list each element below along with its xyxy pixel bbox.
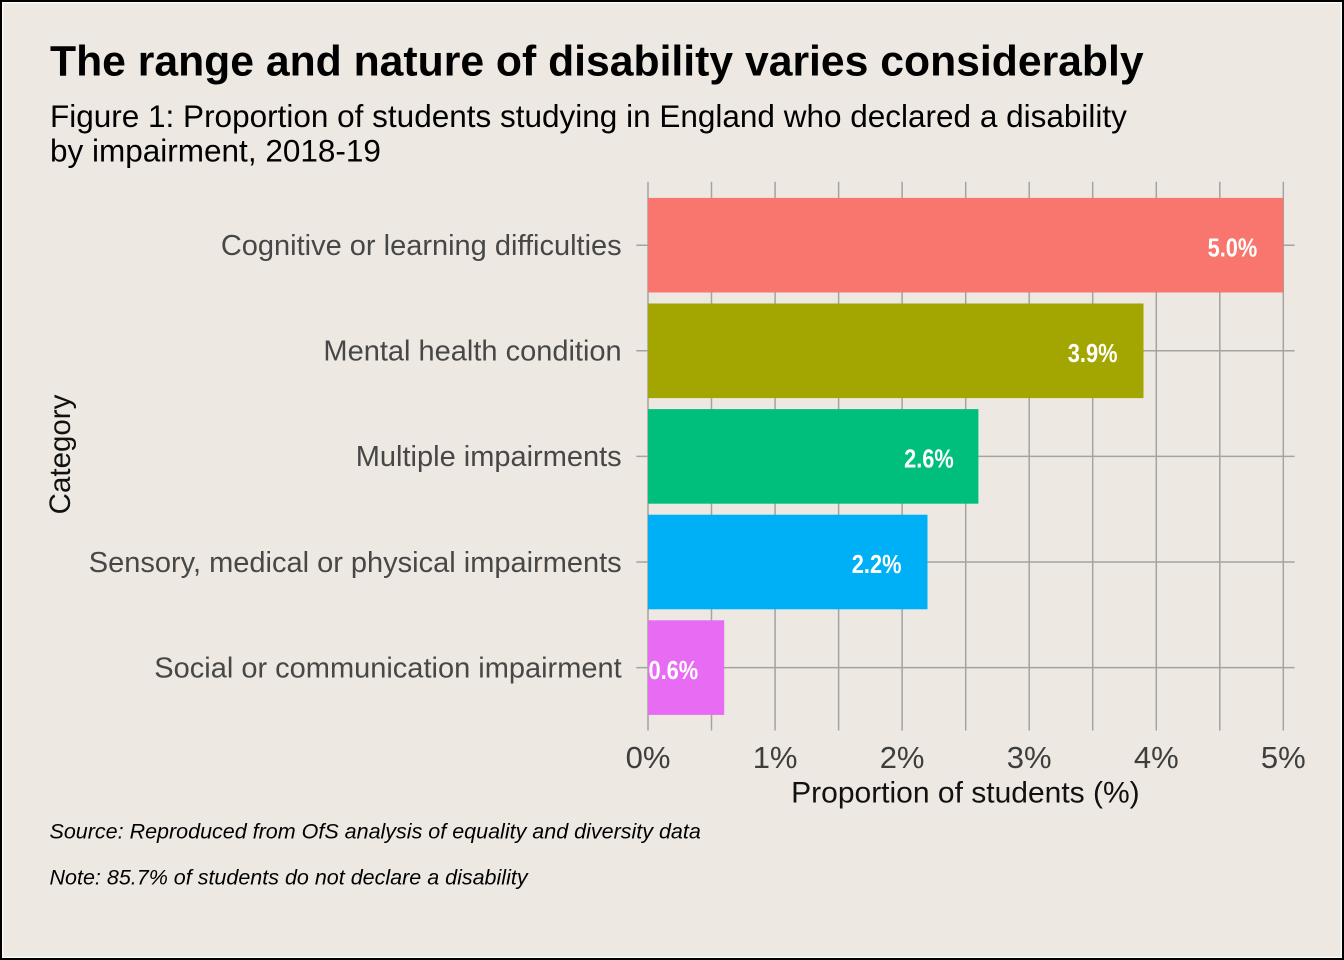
svg-text:5.0%: 5.0% — [1208, 234, 1258, 263]
svg-text:Social or communication impair: Social or communication impairment — [154, 652, 621, 684]
svg-text:Multiple impairments: Multiple impairments — [356, 441, 622, 473]
svg-text:Note: 85.7% of students do not: Note: 85.7% of students do not declare a… — [50, 865, 529, 889]
svg-text:The range and nature of disabi: The range and nature of disability varie… — [50, 38, 1144, 86]
svg-text:Sensory, medical or physical i: Sensory, medical or physical impairments — [89, 547, 622, 579]
svg-text:0.6%: 0.6% — [648, 656, 698, 685]
svg-text:Figure 1: Proportion of studen: Figure 1: Proportion of students studyin… — [50, 98, 1127, 134]
svg-text:2%: 2% — [880, 740, 925, 775]
svg-text:2.2%: 2.2% — [852, 550, 902, 579]
svg-text:Cognitive or learning difficul: Cognitive or learning difficulties — [221, 230, 622, 262]
svg-text:5%: 5% — [1261, 740, 1306, 775]
svg-text:2.6%: 2.6% — [904, 445, 954, 474]
svg-text:3.9%: 3.9% — [1068, 339, 1118, 368]
svg-text:1%: 1% — [753, 740, 798, 775]
svg-text:Proportion of students (%): Proportion of students (%) — [791, 777, 1140, 810]
svg-text:Mental health condition: Mental health condition — [323, 336, 621, 368]
svg-text:4%: 4% — [1134, 740, 1179, 775]
svg-text:Source: Reproduced from OfS an: Source: Reproduced from OfS analysis of … — [50, 819, 701, 843]
svg-text:Category: Category — [44, 394, 77, 514]
svg-text:3%: 3% — [1007, 740, 1052, 775]
svg-text:by impairment, 2018-19: by impairment, 2018-19 — [50, 133, 381, 169]
svg-text:0%: 0% — [626, 740, 671, 775]
